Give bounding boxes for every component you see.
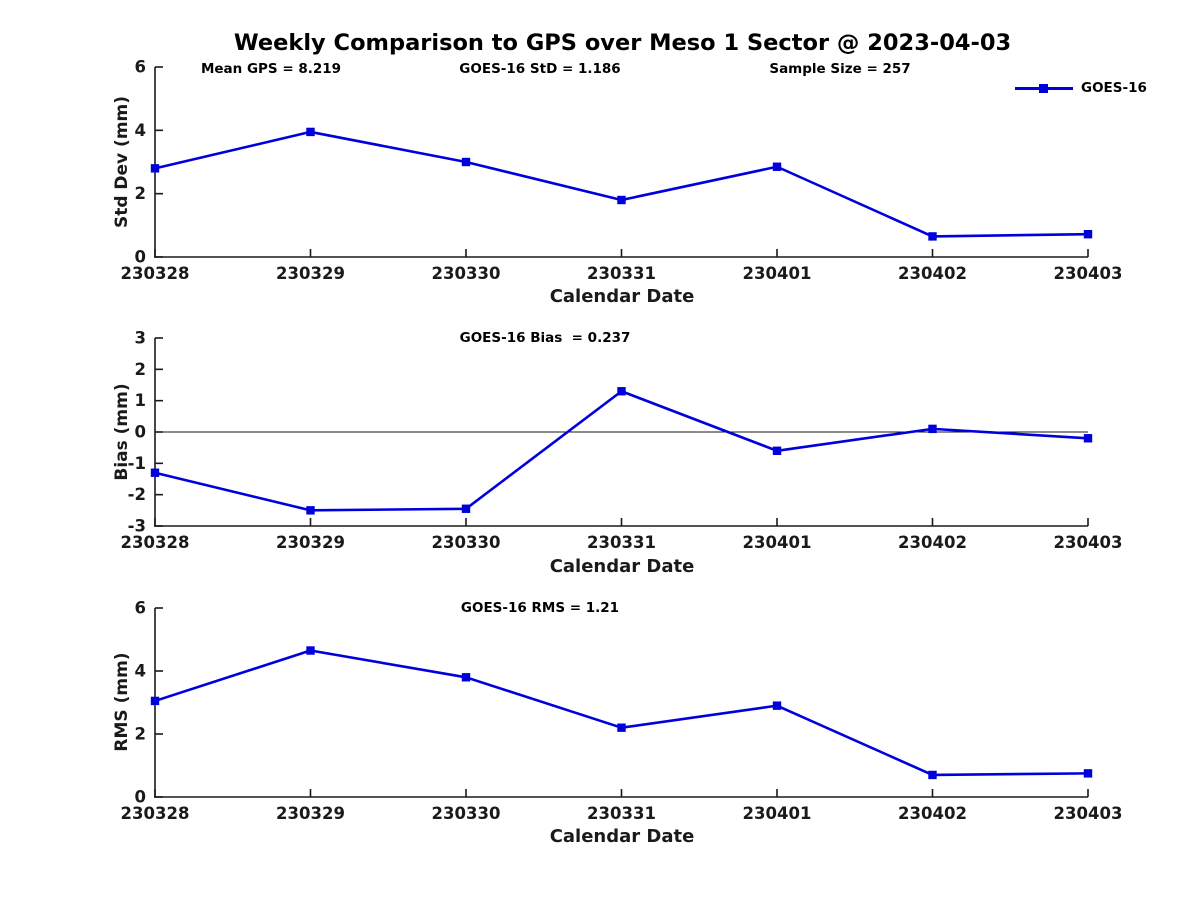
y-tick-label: 6 [135, 599, 146, 618]
x-tick-label: 230328 [121, 264, 190, 283]
series-line-goes16 [154, 389, 1089, 512]
y-tick-label: 0 [135, 788, 146, 807]
figure-title: Weekly Comparison to GPS over Meso 1 Sec… [233, 30, 1012, 56]
y-tick-label: 2 [135, 184, 146, 203]
y-tick-label: 6 [135, 58, 146, 77]
data-point-marker [461, 504, 471, 513]
y-tick-label: 2 [135, 725, 146, 744]
x-tick-label: 230331 [587, 264, 656, 283]
data-point-marker [772, 701, 782, 710]
data-point-marker [306, 646, 315, 655]
data-point-marker [461, 157, 471, 167]
subplot-3: 0 2 4 6 230328 230329 230330 230331 230401 230402… [121, 599, 1123, 824]
data-point-marker [772, 162, 782, 171]
annotation-goes16-std: GOES-16 StD = 1.186 [459, 61, 621, 77]
annotation-sample-size: Sample Size = 257 [769, 61, 911, 77]
y-tick-label: 4 [135, 662, 146, 681]
x-axis-label-subplot3: Calendar Date [549, 826, 695, 847]
data-point-marker [1083, 230, 1093, 239]
legend-line-sample [1015, 83, 1073, 93]
x-tick-label: 230330 [432, 264, 501, 283]
x-tick-label: 230402 [898, 533, 967, 552]
data-point-marker [928, 770, 937, 780]
y-tick-label: 0 [135, 423, 146, 442]
annotation-mean-gps: Mean GPS = 8.219 [200, 61, 342, 77]
x-tick-label: 230403 [1054, 804, 1123, 823]
data-point-marker [150, 696, 160, 706]
subplot-1: 0 2 4 6 230328 230329 230330 230331 230401 230402… [121, 58, 1123, 284]
data-point-marker [617, 387, 626, 396]
legend-square-marker-icon [1039, 83, 1048, 93]
y-tick-label: 3 [135, 329, 146, 348]
x-tick-label: 230402 [898, 264, 967, 283]
data-point-marker [306, 506, 315, 515]
data-point-marker [928, 232, 937, 241]
x-tick-label: 230330 [432, 533, 501, 552]
data-point-marker [461, 673, 471, 682]
subplot3-title: GOES-16 RMS = 1.21 [460, 600, 620, 616]
data-point-marker [772, 446, 782, 455]
data-point-marker [928, 424, 937, 434]
y-tick-label: 4 [135, 121, 146, 140]
legend-label: GOES-16 [1081, 80, 1147, 96]
x-tick-label: 230329 [276, 264, 345, 283]
subplot2-title: GOES-16 Bias = 0.237 [459, 330, 631, 346]
x-tick-label: 230330 [432, 804, 501, 823]
series-line-goes16 [154, 130, 1089, 238]
data-point-marker [306, 127, 315, 137]
x-tick-label: 230401 [743, 804, 812, 823]
y-tick-label: -2 [128, 485, 146, 504]
x-tick-label: 230401 [743, 264, 812, 283]
series-line-goes16 [154, 649, 1089, 777]
data-point-marker [617, 195, 626, 205]
data-point-marker [1083, 434, 1093, 443]
data-point-marker [1083, 769, 1093, 778]
x-tick-label: 230328 [121, 804, 190, 823]
x-tick-label: 230328 [121, 533, 190, 552]
data-point-marker [617, 723, 626, 732]
x-tick-label: 230329 [276, 533, 345, 552]
data-point-marker [150, 164, 160, 173]
x-tick-label: 230403 [1054, 533, 1123, 552]
x-axis-label-subplot1: Calendar Date [549, 286, 695, 307]
y-tick-label: -1 [128, 454, 146, 473]
y-tick-label: 2 [135, 360, 146, 379]
y-tick-label: 1 [135, 391, 146, 410]
x-tick-label: 230402 [898, 804, 967, 823]
x-tick-label: 230331 [587, 804, 656, 823]
y-tick-label: 0 [135, 248, 146, 267]
legend: GOES-16 [1015, 80, 1147, 96]
y-tick-label: -3 [128, 517, 146, 536]
data-point-marker [150, 468, 160, 477]
x-tick-label: 230329 [276, 804, 345, 823]
x-tick-label: 230403 [1054, 264, 1123, 283]
x-tick-label: 230401 [743, 533, 812, 552]
x-axis-label-subplot2: Calendar Date [549, 556, 695, 577]
x-tick-label: 230331 [587, 533, 656, 552]
